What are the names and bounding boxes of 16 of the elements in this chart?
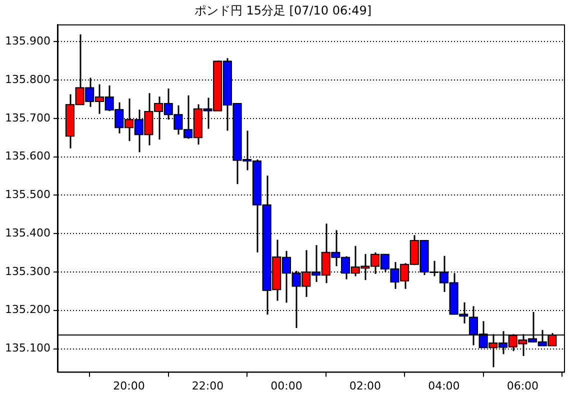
y-tick-label: 135.700	[4, 111, 50, 124]
x-tick-label: 06:00	[506, 379, 539, 392]
y-tick-label: 135.100	[4, 342, 50, 355]
y-tick-label: 135.400	[4, 226, 50, 240]
y-tick-label: 135.600	[4, 150, 50, 163]
x-tick-label: 20:00	[113, 379, 145, 392]
y-tick-label: 135.800	[4, 72, 50, 86]
x-tick-label: 02:00	[349, 379, 382, 392]
y-tick-label: 135.200	[4, 303, 50, 316]
x-tick-label: 04:00	[428, 379, 460, 392]
y-tick-label: 135.500	[4, 188, 50, 202]
chart-title: ポンド円 15分足 [07/10 06:49]	[194, 3, 372, 18]
y-tick-label: 135.900	[4, 34, 50, 48]
x-tick-label: 22:00	[192, 379, 224, 392]
y-tick-label: 135.300	[4, 264, 50, 278]
x-tick-label: 00:00	[270, 379, 302, 392]
